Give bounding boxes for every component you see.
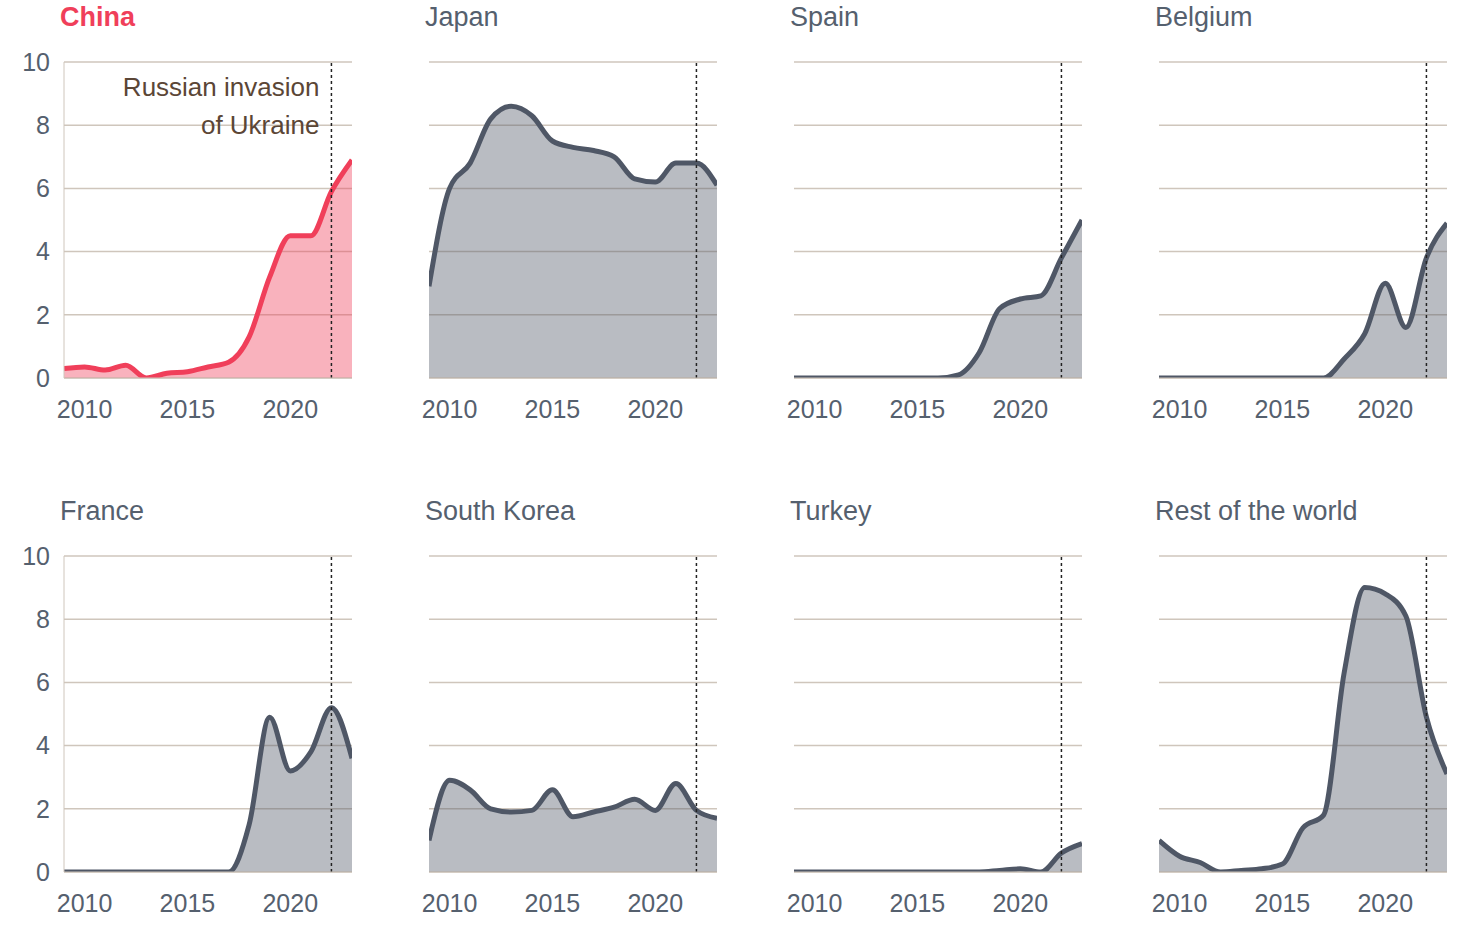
svg-text:0: 0 xyxy=(36,364,50,392)
svg-text:2010: 2010 xyxy=(787,395,843,423)
svg-text:2020: 2020 xyxy=(992,889,1048,917)
svg-text:2: 2 xyxy=(36,301,50,329)
svg-text:10: 10 xyxy=(22,48,50,76)
svg-text:2015: 2015 xyxy=(525,395,581,423)
svg-text:2015: 2015 xyxy=(525,889,581,917)
svg-text:2020: 2020 xyxy=(627,395,683,423)
svg-text:0: 0 xyxy=(36,858,50,886)
svg-text:2015: 2015 xyxy=(890,395,946,423)
html-text:South Korea: South Korea xyxy=(425,496,576,526)
html-text:Japan: Japan xyxy=(425,2,499,32)
html-text:Rest of the world: Rest of the world xyxy=(1155,496,1358,526)
svg-text:2010: 2010 xyxy=(1152,889,1208,917)
svg-text:2010: 2010 xyxy=(422,889,478,917)
html-text:Turkey: Turkey xyxy=(790,496,872,526)
svg-text:2020: 2020 xyxy=(262,395,318,423)
svg-text:10: 10 xyxy=(22,542,50,570)
svg-text:2: 2 xyxy=(36,795,50,823)
svg-text:6: 6 xyxy=(36,668,50,696)
html-text:France: France xyxy=(60,496,144,526)
svg-text:2020: 2020 xyxy=(992,395,1048,423)
svg-text:2015: 2015 xyxy=(890,889,946,917)
svg-text:8: 8 xyxy=(36,111,50,139)
svg-text:2010: 2010 xyxy=(787,889,843,917)
svg-text:2010: 2010 xyxy=(1152,395,1208,423)
svg-text:2020: 2020 xyxy=(1357,889,1413,917)
svg-text:4: 4 xyxy=(36,237,50,265)
svg-text:2010: 2010 xyxy=(57,889,113,917)
svg-text:2020: 2020 xyxy=(262,889,318,917)
svg-text:2020: 2020 xyxy=(1357,395,1413,423)
svg-text:2015: 2015 xyxy=(1255,889,1311,917)
svg-text:2015: 2015 xyxy=(160,889,216,917)
svg-text:2015: 2015 xyxy=(1255,395,1311,423)
svg-text:2010: 2010 xyxy=(57,395,113,423)
svg-text:2015: 2015 xyxy=(160,395,216,423)
html-text:China: China xyxy=(60,2,135,32)
svg-text:8: 8 xyxy=(36,605,50,633)
html-text:Spain: Spain xyxy=(790,2,860,32)
svg-text:4: 4 xyxy=(36,731,50,759)
svg-text:2010: 2010 xyxy=(422,395,478,423)
svg-text:6: 6 xyxy=(36,174,50,202)
svg-text:2020: 2020 xyxy=(627,889,683,917)
html-text:Belgium: Belgium xyxy=(1155,2,1253,32)
svg-text:Russian invasionof Ukraine: Russian invasionof Ukraine xyxy=(123,72,320,140)
